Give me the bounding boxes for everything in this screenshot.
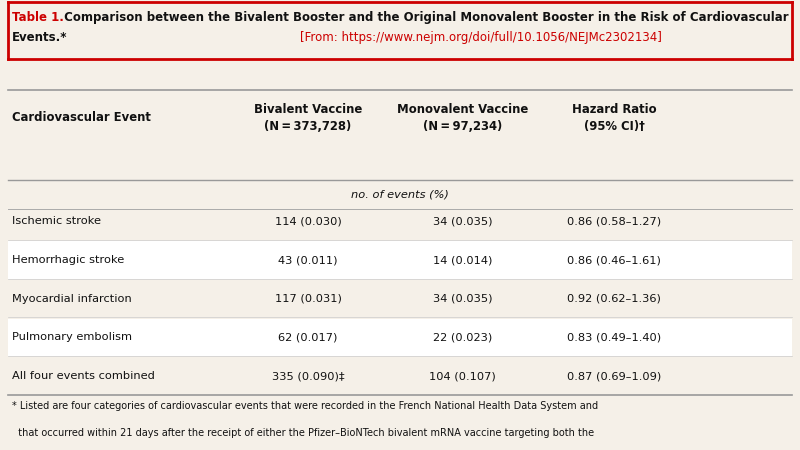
Text: 0.87 (0.69–1.09): 0.87 (0.69–1.09) <box>567 371 662 381</box>
Text: Comparison between the Bivalent Booster and the Original Monovalent Booster in t: Comparison between the Bivalent Booster … <box>60 11 789 24</box>
Text: 104 (0.107): 104 (0.107) <box>429 371 496 381</box>
FancyBboxPatch shape <box>8 241 792 279</box>
Text: [From: https://www.nejm.org/doi/full/10.1056/NEJMc2302134]: [From: https://www.nejm.org/doi/full/10.… <box>300 31 662 44</box>
Text: Hazard Ratio
(95% CI)†: Hazard Ratio (95% CI)† <box>572 103 657 133</box>
FancyBboxPatch shape <box>8 202 792 240</box>
Text: Ischemic stroke: Ischemic stroke <box>12 216 101 226</box>
Text: 14 (0.014): 14 (0.014) <box>433 255 492 265</box>
Text: 117 (0.031): 117 (0.031) <box>274 294 342 304</box>
Text: 22 (0.023): 22 (0.023) <box>433 333 492 342</box>
Text: Table 1.: Table 1. <box>12 11 64 24</box>
Text: * Listed are four categories of cardiovascular events that were recorded in the : * Listed are four categories of cardiova… <box>12 401 598 411</box>
FancyBboxPatch shape <box>8 2 792 59</box>
FancyBboxPatch shape <box>8 180 792 209</box>
Text: All four events combined: All four events combined <box>12 371 155 381</box>
FancyBboxPatch shape <box>8 90 792 180</box>
Text: 62 (0.017): 62 (0.017) <box>278 333 338 342</box>
Text: 0.83 (0.49–1.40): 0.83 (0.49–1.40) <box>567 333 662 342</box>
Text: that occurred within 21 days after the receipt of either the Pfizer–BioNTech biv: that occurred within 21 days after the r… <box>12 428 594 437</box>
Text: 0.86 (0.58–1.27): 0.86 (0.58–1.27) <box>567 216 662 226</box>
FancyBboxPatch shape <box>8 357 792 395</box>
Text: 335 (0.090)‡: 335 (0.090)‡ <box>272 371 344 381</box>
Text: 0.92 (0.62–1.36): 0.92 (0.62–1.36) <box>567 294 662 304</box>
Text: 34 (0.035): 34 (0.035) <box>433 216 492 226</box>
Text: Bivalent Vaccine
(N = 373,728): Bivalent Vaccine (N = 373,728) <box>254 103 362 133</box>
FancyBboxPatch shape <box>8 319 792 356</box>
Text: Pulmonary embolism: Pulmonary embolism <box>12 333 132 342</box>
Text: 114 (0.030): 114 (0.030) <box>274 216 342 226</box>
Text: Events.*: Events.* <box>12 31 67 44</box>
Text: 43 (0.011): 43 (0.011) <box>278 255 338 265</box>
Text: 0.86 (0.46–1.61): 0.86 (0.46–1.61) <box>567 255 662 265</box>
FancyBboxPatch shape <box>8 280 792 318</box>
Text: 34 (0.035): 34 (0.035) <box>433 294 492 304</box>
Text: no. of events (%): no. of events (%) <box>351 189 449 199</box>
Text: Hemorrhagic stroke: Hemorrhagic stroke <box>12 255 124 265</box>
Text: Monovalent Vaccine
(N = 97,234): Monovalent Vaccine (N = 97,234) <box>397 103 528 133</box>
Text: Myocardial infarction: Myocardial infarction <box>12 294 132 304</box>
Text: Cardiovascular Event: Cardiovascular Event <box>12 112 151 124</box>
